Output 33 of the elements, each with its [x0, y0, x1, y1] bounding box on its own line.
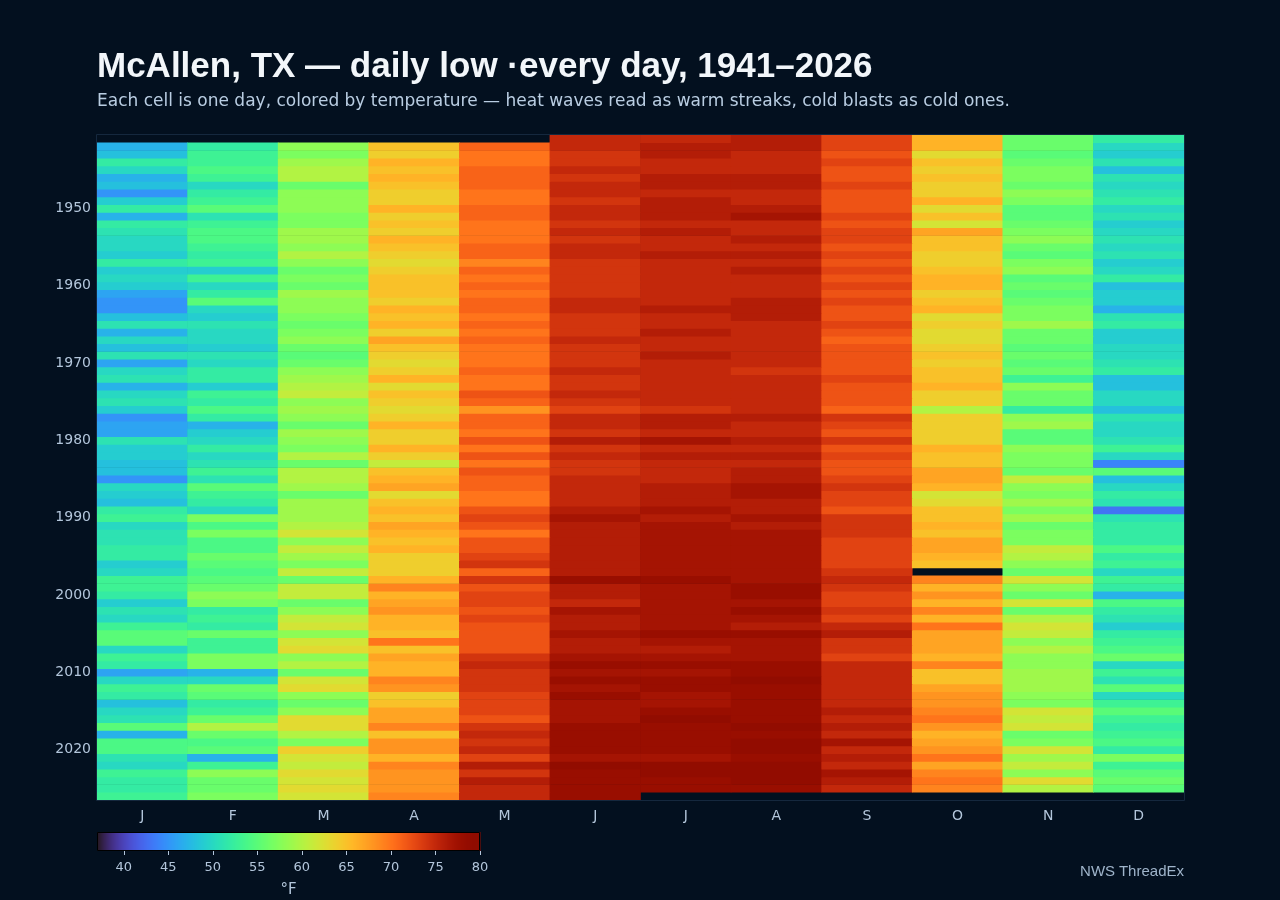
color-bar-label: 65 [338, 859, 355, 875]
y-tick-label: 1960 [55, 276, 91, 293]
color-bar-label: 80 [471, 859, 489, 875]
x-tick-label: N [1042, 807, 1054, 824]
y-tick-label: 1970 [55, 353, 91, 370]
chart-title: McAllen, TX — daily low ·every day, 1941–2026 [97, 45, 873, 85]
x-tick-label: A [409, 807, 420, 824]
text: NWS ThreadEx [1080, 862, 1184, 880]
x-tick-label: J [682, 807, 688, 824]
x-tick-label: F [228, 807, 237, 824]
x-tick-label: O [952, 807, 964, 824]
x-tick-label: J [139, 807, 145, 824]
x-tick-label: A [771, 807, 782, 824]
y-tick-label: 2020 [55, 740, 91, 757]
y-tick-label: 1980 [55, 431, 91, 448]
color-bar-label: 75 [427, 859, 444, 875]
y-tick-label: 2000 [55, 585, 91, 602]
x-tick-label: D [1133, 807, 1145, 824]
y-tick-label: 1990 [55, 508, 91, 525]
x-tick-label: M [317, 807, 330, 824]
color-bar-label: 40 [115, 859, 132, 875]
color-bar-title: °F [280, 879, 297, 898]
color-bar-label: 55 [249, 859, 266, 875]
chart-subtitle: Each cell is one day, colored by temperature — heat waves read as warm streaks, cold blasts as cold ones. [97, 90, 1010, 110]
x-tick-label: J [592, 807, 598, 824]
color-bar-label: 60 [293, 859, 311, 875]
x-tick-label: M [498, 807, 511, 824]
y-tick-label: 2010 [55, 663, 91, 680]
color-bar-label: 50 [204, 859, 222, 875]
color-bar-label: 70 [382, 859, 400, 875]
color-bar-label: 45 [159, 859, 177, 875]
x-tick-label: S [862, 807, 872, 824]
y-tick-label: 1950 [55, 199, 91, 216]
